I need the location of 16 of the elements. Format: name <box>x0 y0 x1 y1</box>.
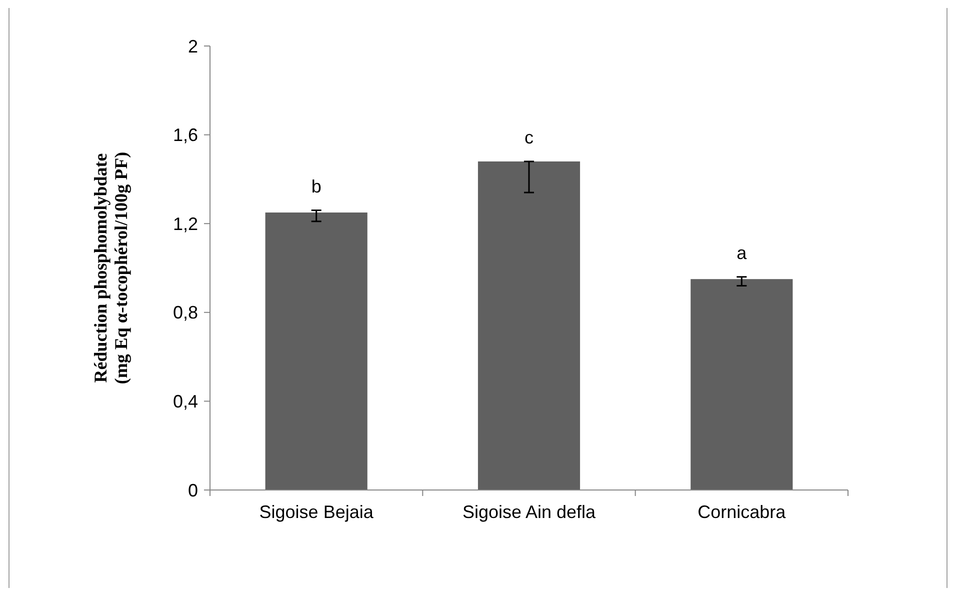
y-tick-label: 0 <box>188 480 198 500</box>
annotation: b <box>311 176 322 196</box>
y-tick-label: 1,2 <box>172 214 198 234</box>
bar <box>690 279 793 490</box>
annotation: c <box>524 127 534 148</box>
x-tick-label: Sigoise Bejaia <box>259 502 374 522</box>
y-tick-label: 0,8 <box>172 302 198 323</box>
y-tick-label: 0,4 <box>172 392 198 412</box>
x-tick-label: Cornicabra <box>698 502 787 522</box>
bar <box>478 161 580 490</box>
y-tick-label: 2 <box>188 36 198 56</box>
y-tick-label: 1,6 <box>172 125 198 146</box>
bar <box>265 212 368 490</box>
annotation: a <box>736 242 748 263</box>
x-tick-label: Sigoise Ain defla <box>462 502 597 522</box>
y-axis-title: Réduction phosphomolybdate (mg Eq α-tocophérol/100g PF) <box>90 152 132 384</box>
